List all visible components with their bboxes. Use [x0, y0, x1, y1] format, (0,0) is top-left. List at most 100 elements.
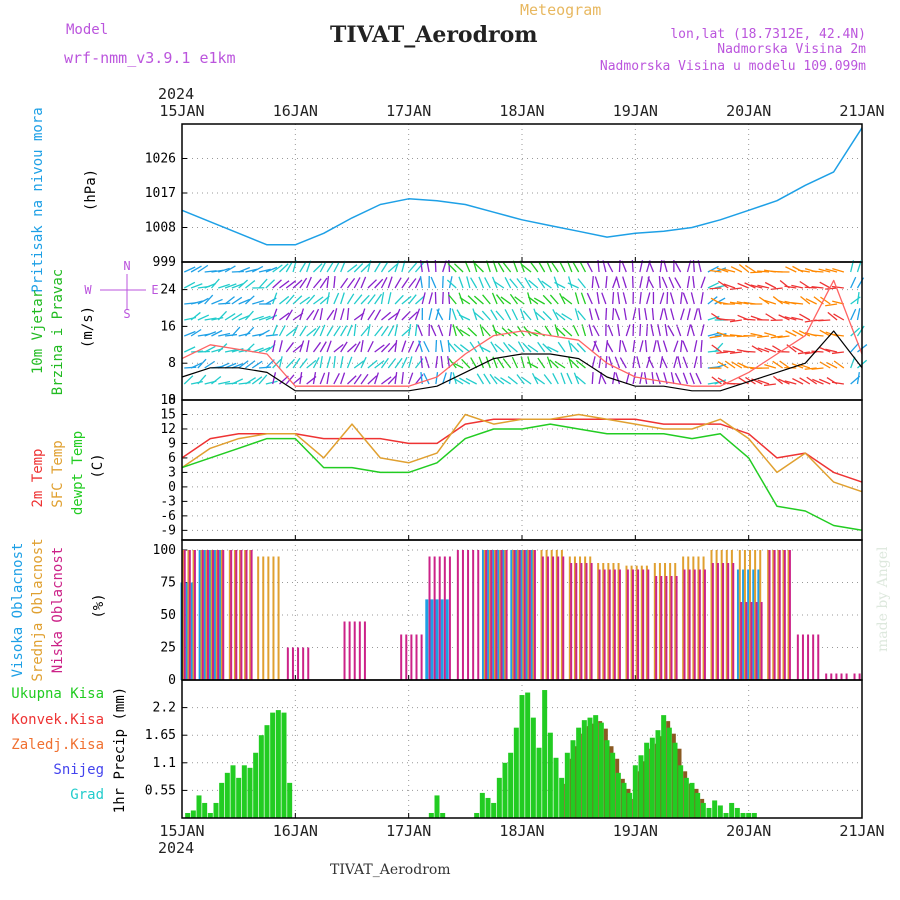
wind-barb	[473, 311, 484, 321]
wind-barb	[245, 360, 256, 369]
wind-barb	[279, 263, 289, 273]
y-tick-label: 1026	[145, 152, 176, 167]
wind-barb	[615, 276, 621, 289]
precip-bar	[661, 715, 667, 818]
precip-legend-item: Konvek.Kisa	[11, 712, 104, 728]
wind-barb	[707, 282, 719, 289]
wind-barb	[447, 291, 451, 305]
x-tick-label-top: 19JAN	[613, 102, 658, 120]
precip-bar	[270, 712, 276, 818]
wind-barb	[674, 261, 682, 273]
wind-barb	[811, 286, 824, 289]
wind-barb	[466, 276, 471, 289]
wind-barb	[437, 324, 444, 337]
wind-barb	[453, 263, 464, 273]
wind-barb	[779, 360, 790, 369]
wind-barb	[360, 340, 364, 353]
wind-barb	[573, 372, 580, 385]
wind-barb	[353, 277, 361, 289]
wind-barb	[661, 276, 668, 289]
wind-barb	[588, 324, 593, 337]
wind-barb	[485, 356, 491, 369]
wind-barb	[374, 344, 385, 353]
wind-barb	[279, 312, 290, 321]
precip-bar	[638, 755, 644, 818]
wind-barb	[850, 327, 861, 337]
wind-barb	[244, 310, 254, 321]
wind-barb	[476, 373, 485, 385]
wind-barb	[340, 372, 346, 385]
wind-barb	[285, 342, 295, 353]
wind-barb	[639, 292, 642, 305]
wind-barb	[709, 335, 722, 339]
wind-barb	[638, 307, 641, 321]
wind-barb	[650, 324, 655, 337]
wind-barb	[673, 356, 678, 369]
wind-barb	[729, 351, 742, 354]
wind-barb	[544, 325, 553, 337]
x-tick-label-bottom: 19JAN	[613, 822, 658, 840]
y-tick-label: -3	[160, 494, 176, 509]
wind-barb	[238, 360, 249, 369]
wind-barb	[784, 285, 797, 289]
wind-barb	[238, 266, 251, 273]
wind-barb	[258, 346, 271, 353]
wind-barb	[591, 371, 594, 385]
precip-bar	[655, 730, 661, 818]
wind-barb	[567, 282, 579, 289]
wind-barb	[418, 340, 423, 353]
wind-barb	[576, 342, 586, 353]
wind-barb	[401, 340, 407, 353]
wind-barb	[668, 276, 675, 289]
wind-barb	[591, 356, 596, 369]
wind-barb	[285, 261, 293, 273]
y-tick-label: 50	[160, 608, 176, 623]
wind-barb	[729, 287, 742, 291]
wind-barb	[686, 324, 692, 337]
wind-barb	[258, 268, 271, 273]
y-tick-label: 15	[160, 407, 176, 422]
credit-text: made by Angel	[875, 546, 891, 652]
wind-barb	[856, 372, 860, 385]
wind-barb	[367, 359, 378, 369]
wind-barb	[777, 335, 790, 339]
wind-barb	[435, 372, 439, 385]
y-tick-label: 16	[160, 319, 176, 334]
wind-barb	[285, 294, 295, 305]
precip-bar	[683, 777, 689, 818]
wind-barb	[827, 311, 838, 321]
wind-barb	[533, 297, 545, 305]
wind-barb	[743, 350, 756, 353]
wind-barb	[667, 325, 675, 337]
y-tick-label: 999	[153, 255, 176, 270]
wind-barb	[312, 372, 317, 385]
wind-barb	[265, 314, 278, 321]
wind-barb	[299, 340, 305, 353]
wind-barb	[451, 308, 457, 321]
wind-barb	[546, 356, 553, 369]
x-tick-label-bottom: 18JAN	[499, 822, 544, 840]
wind-barb	[646, 292, 651, 305]
wind-barb	[340, 341, 348, 353]
wind-barb	[218, 302, 231, 305]
precip-bar	[196, 795, 202, 818]
wind-barb	[832, 268, 845, 273]
wind-barb	[537, 277, 546, 289]
wind-barb	[360, 326, 370, 337]
precip-bar	[525, 692, 531, 818]
precip-bar	[678, 765, 684, 818]
wind-barb	[360, 276, 367, 289]
wind-barb	[500, 296, 512, 305]
wind-barb	[340, 277, 349, 289]
wind-barb	[278, 340, 283, 353]
wind-barb	[184, 366, 197, 369]
wind-barb	[764, 347, 777, 353]
wind-barb	[408, 262, 418, 273]
wind-barb	[831, 285, 844, 289]
wind-barb	[430, 276, 437, 289]
wind-barb	[401, 277, 410, 289]
wind-barb	[394, 340, 398, 353]
wind-barb	[554, 324, 559, 337]
precip-bar	[287, 782, 293, 818]
wind-barb	[435, 308, 440, 321]
